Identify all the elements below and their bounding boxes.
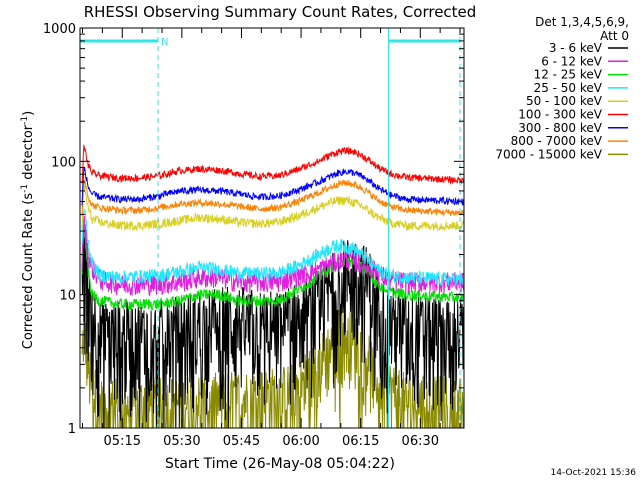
chart-title: RHESSI Observing Summary Count Rates, Co… bbox=[84, 3, 477, 21]
y-tick-label: 100 bbox=[51, 155, 76, 170]
x-tick-label: 05:45 bbox=[223, 434, 260, 449]
legend-label: 7000 - 15000 keV bbox=[495, 147, 602, 161]
y-axis-label-end: ) bbox=[21, 111, 36, 116]
legend-label: 25 - 50 keV bbox=[534, 81, 603, 95]
legend-label: 300 - 800 keV bbox=[518, 121, 602, 135]
y-axis-label-mid: detector bbox=[21, 124, 36, 184]
series-line-0 bbox=[81, 219, 465, 429]
series-line-8 bbox=[81, 309, 465, 429]
legend-label: 3 - 6 keV bbox=[549, 41, 603, 55]
series-line-2 bbox=[81, 230, 465, 312]
x-tick-label: 06:00 bbox=[282, 434, 319, 449]
y-tick-label: 10 bbox=[59, 289, 76, 304]
legend-header-line1: Det 1,3,4,5,6,9, bbox=[535, 15, 629, 29]
x-tick-label: 06:15 bbox=[342, 434, 379, 449]
legend-label: 6 - 12 keV bbox=[541, 54, 603, 68]
y-axis-label: Corrected Count Rate (s-1 detector-1) bbox=[20, 111, 36, 349]
footer-date: 14-Oct-2021 15:36 bbox=[551, 468, 637, 478]
legend-label: 12 - 25 keV bbox=[534, 68, 603, 82]
y-tick-label: 1000 bbox=[43, 22, 76, 37]
plot-frame bbox=[79, 27, 465, 429]
y-axis-label-sup1: -1 bbox=[20, 184, 30, 193]
night-flag-label: N bbox=[161, 37, 168, 48]
x-axis-label: Start Time (26-May-08 05:04:22) bbox=[165, 456, 395, 472]
x-tick-label: 06:30 bbox=[402, 434, 439, 449]
series-line-5 bbox=[81, 144, 465, 185]
x-tick-label: 05:30 bbox=[163, 434, 200, 449]
legend-label: 800 - 7000 keV bbox=[511, 134, 603, 148]
y-axis-label-sup2: -1 bbox=[20, 116, 30, 125]
y-axis-label-main: Corrected Count Rate (s bbox=[21, 193, 36, 350]
legend-label: 50 - 100 keV bbox=[526, 94, 603, 108]
x-tick-label: 05:15 bbox=[104, 434, 141, 449]
plot-data-layer bbox=[81, 144, 465, 429]
plot-axes: 1 10 100 1000 05:15 05:30 05:45 06:00 06:15 06:30 bbox=[43, 22, 465, 449]
series-line-6 bbox=[81, 167, 465, 206]
series-line-4 bbox=[81, 184, 465, 232]
series-line-3 bbox=[81, 208, 465, 287]
series-line-7 bbox=[81, 179, 465, 217]
y-tick-label: 1 bbox=[68, 422, 76, 437]
legend-header-line2: Att 0 bbox=[600, 29, 629, 43]
legend-label: 100 - 300 keV bbox=[518, 108, 602, 122]
